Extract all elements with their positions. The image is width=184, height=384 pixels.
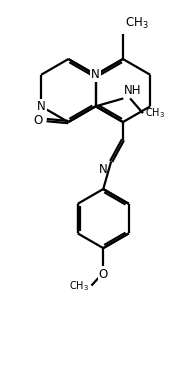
Text: CH$_3$: CH$_3$ [145, 106, 165, 120]
Text: NH: NH [124, 84, 142, 98]
Text: O: O [99, 268, 108, 281]
Text: N: N [91, 68, 100, 81]
Text: N: N [98, 164, 107, 176]
Text: CH$_3$: CH$_3$ [69, 280, 89, 293]
Text: CH$_3$: CH$_3$ [125, 17, 149, 31]
Text: O: O [33, 114, 43, 127]
Text: N: N [37, 100, 45, 113]
